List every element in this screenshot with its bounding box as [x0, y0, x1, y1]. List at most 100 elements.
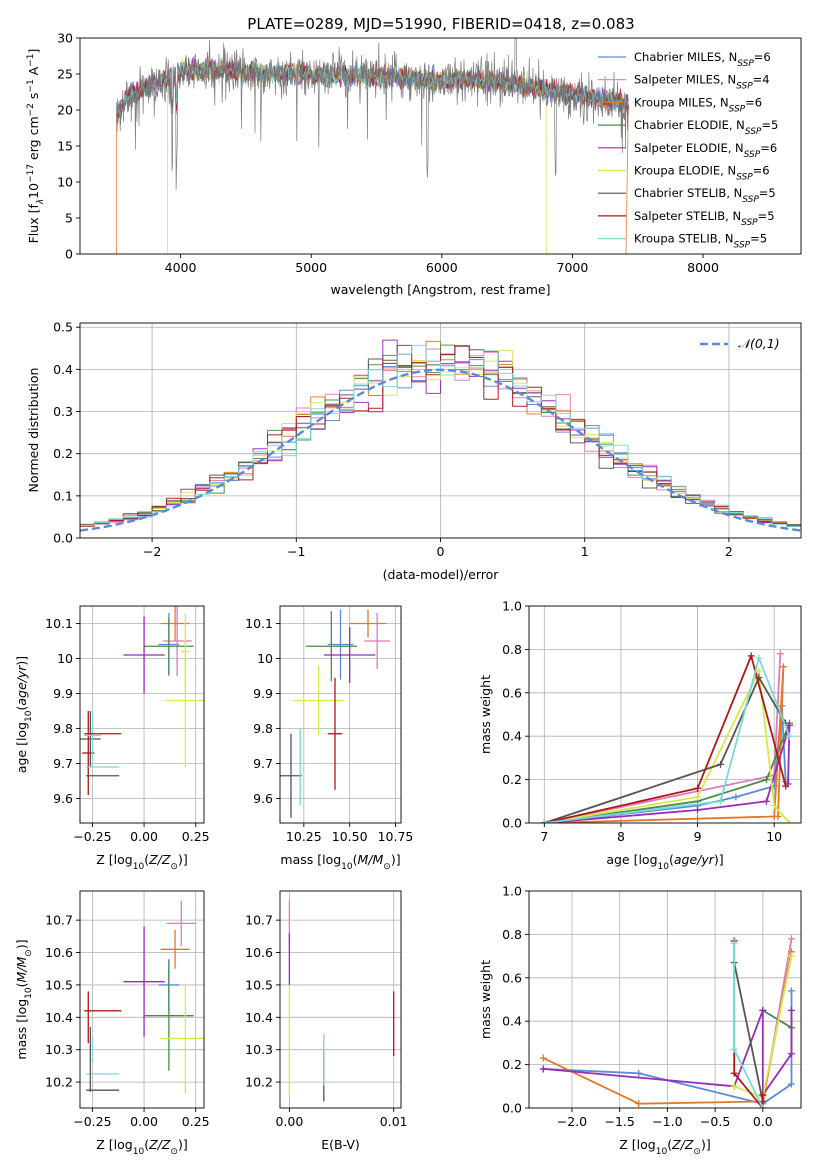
legend-label-chabrier-miles: Chabrier MILES, NSSP=6: [634, 50, 771, 69]
age_vs_Z-xtick-label: −0.25: [73, 829, 111, 844]
mass_weight_vs_Z-ytick-label: 0.2: [502, 1057, 522, 1072]
spectrum-ytick-label: 30: [57, 31, 73, 46]
figure-title: PLATE=0289, MJD=51990, FIBERID=0418, z=0…: [247, 15, 634, 33]
mass_weight_vs_Z-xlabel-part: 10: [656, 1147, 668, 1157]
mass_vs_ebv-ytick-label: 10.7: [245, 913, 273, 928]
mass_vs_Z-ytick-label: 10.7: [45, 913, 73, 928]
spectrum-ylabel-part: −2: [26, 103, 36, 116]
spectrum-ytick-label: 10: [57, 175, 73, 190]
legend-label-chabrier-stelib-part: SSP: [742, 195, 759, 205]
mass_vs_ebv-ytick-label: 10.2: [245, 1075, 273, 1090]
mass_weight_vs_Z-ytick-label: 0.8: [502, 927, 522, 942]
age_vs_Z-xlabel-part: ⊙: [170, 862, 178, 872]
age_vs_Z-ylabel-part: 10: [24, 710, 34, 722]
mass_vs_ebv-plot-area: [280, 891, 401, 1108]
mass_weight_vs_Z-xlabel: Z [log10(Z/Z⊙)]: [619, 1137, 710, 1157]
legend-label-kroupa-miles-part: Kroupa MILES, N: [634, 95, 729, 109]
age_vs_mass-ytick-label: 9.7: [253, 756, 273, 771]
mass_vs_Z-xtick-label: 0.00: [130, 1114, 158, 1129]
mass_weight_vs_age-xlabel-part: )]: [714, 852, 724, 867]
legend-label-salpeter-miles: Salpeter MILES, NSSP=4: [634, 73, 770, 92]
age_vs_Z-ytick-label: 9.8: [53, 721, 73, 736]
legend-label-chabrier-elodie-part: =5: [761, 118, 778, 132]
age_vs_mass-point: [349, 609, 387, 638]
spectrum-ylabel: Flux [fλ10−17 erg cm−2 s−1 A−1]: [26, 49, 46, 244]
age_vs_mass-xlabel-part: )]: [391, 852, 401, 867]
residual_histogram-plot-area: [80, 323, 801, 538]
mass_weight_vs_age-series-kroupa-elodie: [544, 670, 791, 823]
spectrum-ylabel-part: s: [26, 93, 41, 104]
mass_vs_Z-ylabel-part: )]: [14, 939, 29, 949]
hist-xlabel: (data-model)/error: [383, 567, 500, 582]
age_vs_mass-plot-area: [280, 606, 401, 823]
spectrum-ytick-label: 5: [65, 211, 73, 226]
age_vs_mass-xlabel-part: mass [log: [280, 852, 341, 867]
mass_vs_Z-point: [160, 983, 204, 1094]
age_vs_Z-ylabel: age [log10(age/yr)]: [14, 656, 34, 773]
residual_histogram-xtick-label: 0: [437, 544, 445, 559]
mass_weight_vs_age-ytick-label: 0.6: [502, 685, 522, 700]
spectrum-ylabel-part: erg cm: [26, 116, 41, 164]
mass_vs_ebv-xtick-label: 0.01: [380, 1114, 408, 1129]
age_vs_mass-frame: [279, 605, 402, 824]
legend-label-chabrier-elodie: Chabrier ELODIE, NSSP=5: [634, 118, 778, 137]
age_vs_Z-ylabel-part: (: [14, 706, 29, 711]
mass_weight_vs_age-xlabel-part: (: [669, 852, 674, 867]
mass_vs_Z-xtick-label: −0.25: [73, 1114, 111, 1129]
mass_weight_vs_age-series-chabrier-stelib: [544, 676, 787, 823]
legend-label-salpeter-elodie: Salpeter ELODIE, NSSP=6: [634, 141, 777, 160]
legend-label-kroupa-elodie-part: SSP: [736, 173, 753, 183]
legend-label-salpeter-stelib: Salpeter STELIB, NSSP=5: [634, 209, 775, 228]
age_vs_Z-xlabel: Z [log10(Z/Z⊙)]: [96, 852, 187, 872]
age_vs_mass-point: [327, 677, 343, 790]
age_vs_Z-ylabel-part: )]: [14, 656, 29, 666]
age_vs_Z-xlabel-part: Z/Z: [148, 852, 171, 867]
mass_weight_vs_age-ytick-label: 1.0: [502, 599, 522, 614]
mass_vs_ebv-ytick-label: 10.4: [245, 1010, 273, 1025]
age_vs_mass-point: [292, 665, 345, 736]
mass_weight_vs_Z-xlabel-part: (: [667, 1137, 672, 1152]
spectrum-ytick-label: 15: [57, 139, 73, 154]
legend-label-kroupa-miles: Kroupa MILES, NSSP=6: [634, 95, 762, 114]
age_vs_mass-ytick-label: 10: [257, 651, 273, 666]
mass_vs_Z-ylabel-part: (: [14, 982, 29, 987]
legend-label-salpeter-miles-part: SSP: [736, 82, 753, 92]
mass_vs_Z-xlabel-part: Z/Z: [148, 1137, 171, 1152]
mass_vs_Z-xlabel-part: (: [144, 1137, 149, 1152]
spectrum-ytick-label: 0: [65, 247, 73, 262]
spectrum-xtick-label: 4000: [165, 260, 197, 275]
age_vs_Z-ytick-label: 9.9: [53, 686, 73, 701]
mass_weight_vs_Z-xtick-label: −1.0: [652, 1114, 682, 1129]
mass_weight_vs_age-xlabel-part: age/yr: [674, 852, 715, 867]
spectrum-ylabel-part: ]: [26, 49, 41, 54]
mass_vs_Z-ylabel-part: ⊙: [24, 949, 34, 957]
legend-label-chabrier-miles-part: SSP: [737, 59, 754, 69]
mass_weight_vs_age-frame: [528, 605, 802, 824]
age_vs_Z-point: [164, 634, 204, 767]
spectrum-xtick-label: 5000: [295, 260, 327, 275]
mass_vs_Z-point: [166, 900, 196, 947]
legend-label-kroupa-miles-part: =6: [745, 95, 762, 109]
mass_vs_Z-frame: [79, 890, 205, 1109]
mass_weight_vs_age-ytick-label: 0.8: [502, 642, 522, 657]
mass_vs_Z-ylabel-part: M/M: [14, 956, 29, 982]
mass_weight_vs_age-ytick-label: 0.2: [502, 772, 522, 787]
legend-label-salpeter-stelib-part: SSP: [741, 218, 758, 228]
mass_vs_Z-ytick-label: 10.3: [45, 1042, 73, 1057]
legend-label-kroupa-miles-part: SSP: [729, 104, 746, 114]
age_vs_mass-ytick-label: 9.6: [253, 791, 273, 806]
plots-layer: 4000 5000 6000 7000 8000051015202530waveleng…: [14, 31, 802, 1157]
age_vs_Z-xtick-label: 0.25: [182, 829, 210, 844]
age_vs_Z-point: [162, 606, 192, 676]
mass_weight_vs_age-ylabel: mass weight: [478, 675, 493, 754]
age_vs_Z-frame: [79, 605, 205, 824]
age_vs_mass-xtick-label: 10.25: [286, 829, 322, 844]
spectrum-ytick-label: 25: [57, 67, 73, 82]
legend-label-salpeter-stelib-part: Salpeter STELIB, N: [634, 209, 741, 223]
hist-legend: 𝒩(0,1): [700, 336, 780, 351]
age_vs_Z-point: [84, 711, 101, 760]
age_vs_Z-xlabel-part: Z [log: [96, 852, 132, 867]
mass_vs_Z-xlabel-part: 10: [133, 1147, 145, 1157]
